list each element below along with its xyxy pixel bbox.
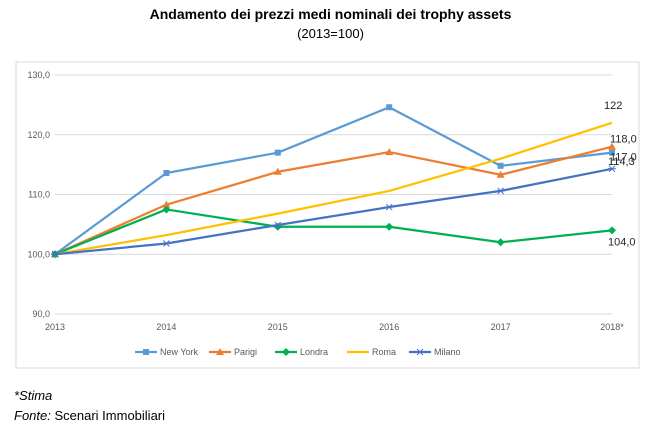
data-point: [385, 148, 394, 156]
series-line: [54, 121, 613, 256]
y-tick-label: 130,0: [27, 70, 50, 80]
data-point: [609, 149, 615, 156]
data-point: [162, 205, 171, 214]
data-label: 122: [604, 100, 622, 112]
footnote: *Stima: [14, 388, 53, 403]
data-label: 104,0: [608, 236, 636, 248]
legend-entry: Milano: [409, 347, 461, 357]
x-tick-label: 2018*: [600, 322, 624, 332]
source-value: Scenari Immobiliari: [54, 408, 166, 423]
chart-subtitle: (2013=100): [297, 26, 364, 41]
data-label: 114,3: [608, 156, 635, 168]
x-axis-ticks: 2013 2014 2015 2016 2017 2018*: [45, 322, 624, 332]
y-tick-label: 100,0: [27, 249, 50, 259]
y-axis-ticks: 90,0 100,0 110,0 120,0 130,0: [27, 70, 50, 319]
data-point: [496, 238, 505, 247]
source-line: Fonte: Scenari Immobiliari: [14, 408, 165, 423]
data-point: [497, 162, 504, 169]
series-line: [54, 145, 613, 256]
series-line: [54, 208, 613, 256]
data-point: [386, 104, 393, 111]
data-point: [385, 222, 394, 231]
data-point: [163, 169, 170, 176]
legend-label: Londra: [300, 347, 328, 357]
series-line: [54, 167, 613, 256]
series-new-york: [52, 104, 615, 258]
x-tick-label: 2016: [379, 322, 399, 332]
legend-marker: [143, 349, 149, 355]
series-parigi: [51, 142, 616, 258]
grid-lines: [55, 74, 612, 315]
y-tick-label: 90,0: [32, 309, 50, 319]
legend-marker: [282, 348, 290, 356]
y-tick-label: 120,0: [27, 130, 50, 140]
data-label: 117,0: [610, 152, 637, 164]
data-point: [162, 200, 171, 208]
chart-frame: [15, 61, 640, 369]
legend-entry: New York: [135, 347, 199, 357]
legend-marker: [416, 348, 424, 356]
x-tick-label: 2013: [45, 322, 65, 332]
data-point: [273, 221, 282, 229]
end-labels: 117,0 118,0 104,0 122 114,3: [604, 100, 637, 249]
data-point: [273, 167, 282, 175]
data-label: 118,0: [610, 134, 637, 146]
y-tick-label: 110,0: [28, 190, 50, 200]
legend-label: Roma: [372, 347, 396, 357]
data-point: [385, 203, 394, 211]
series-londra: [51, 205, 616, 259]
chart-title: Andamento dei prezzi medi nominali dei t…: [149, 6, 512, 22]
data-point: [608, 142, 616, 150]
legend-label: Milano: [434, 347, 461, 357]
legend-entry: Roma: [347, 347, 396, 357]
data-point: [496, 170, 505, 178]
data-point: [608, 165, 616, 173]
source-label: Fonte:: [14, 408, 51, 423]
x-tick-label: 2014: [156, 322, 176, 332]
series-roma: [54, 121, 613, 256]
x-tick-label: 2015: [268, 322, 288, 332]
series-line: [54, 106, 613, 256]
data-point: [51, 250, 59, 258]
series-lines: [51, 104, 616, 259]
series-milano: [51, 165, 616, 258]
legend-label: New York: [160, 347, 199, 357]
data-point: [162, 240, 171, 247]
data-point: [608, 226, 616, 235]
legend-marker: [216, 348, 224, 355]
x-tick-label: 2017: [491, 322, 511, 332]
legend-entry: Londra: [275, 347, 328, 357]
legend: New York Parigi Londra Roma Milano: [135, 347, 461, 357]
legend-entry: Parigi: [209, 347, 257, 357]
data-point: [496, 187, 505, 195]
data-point: [274, 149, 281, 156]
legend-label: Parigi: [234, 347, 257, 357]
